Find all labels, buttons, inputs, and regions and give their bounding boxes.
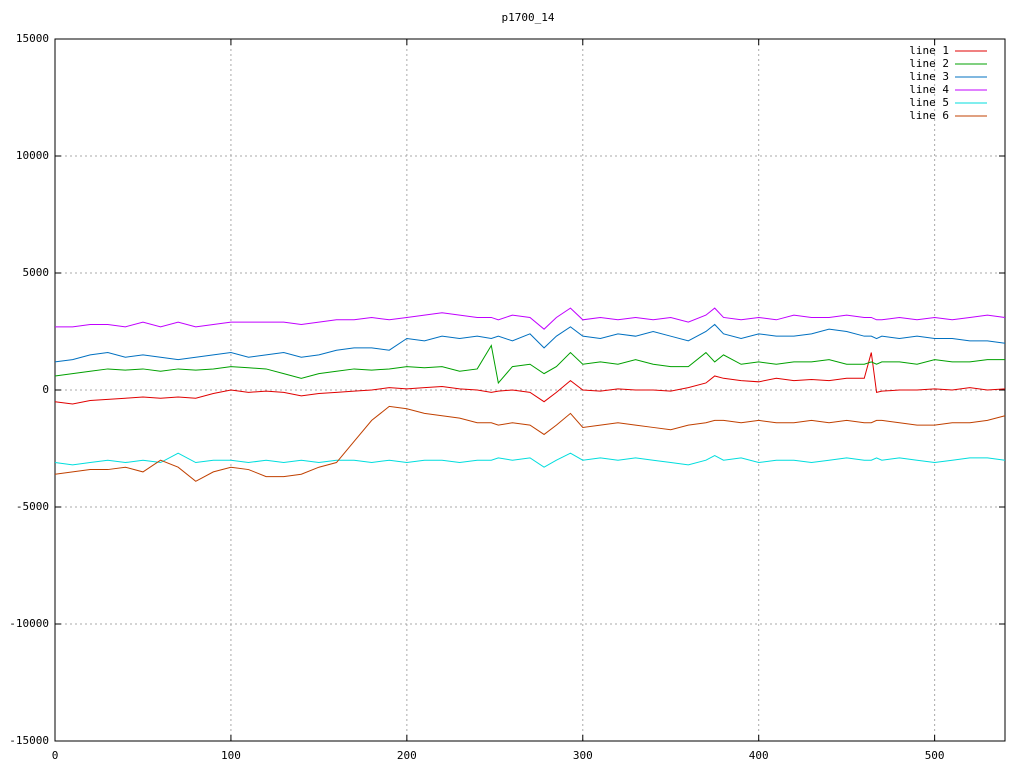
series-line [54, 452, 1006, 468]
x-tick-label: 400 [749, 749, 769, 762]
series-line [54, 344, 1005, 385]
series-line [55, 307, 1006, 330]
legend-label: line 3 [909, 70, 949, 83]
legend-label: line 6 [909, 109, 949, 122]
x-tick-label: 500 [925, 749, 945, 762]
plot-frame [54, 38, 1006, 742]
y-tick-label: 5000 [23, 266, 50, 279]
y-tick-label: 15000 [16, 32, 49, 45]
y-tick-label: -10000 [9, 617, 49, 630]
series-line [54, 352, 1006, 405]
series-line [54, 323, 1006, 363]
x-tick-label: 0 [52, 749, 59, 762]
x-tick-label: 100 [221, 749, 241, 762]
series-line [54, 405, 1006, 482]
x-tick-label: 200 [397, 749, 417, 762]
chart-title: p1700_14 [502, 11, 555, 24]
legend-label: line 4 [909, 83, 949, 96]
legend-label: line 2 [909, 57, 949, 70]
y-tick-label: -5000 [16, 500, 49, 513]
legend-label: line 1 [909, 44, 949, 57]
y-tick-label: -15000 [9, 734, 49, 747]
legend-label: line 5 [909, 96, 949, 109]
y-tick-label: 0 [42, 383, 49, 396]
x-tick-label: 300 [573, 749, 593, 762]
y-tick-label: 10000 [16, 149, 49, 162]
